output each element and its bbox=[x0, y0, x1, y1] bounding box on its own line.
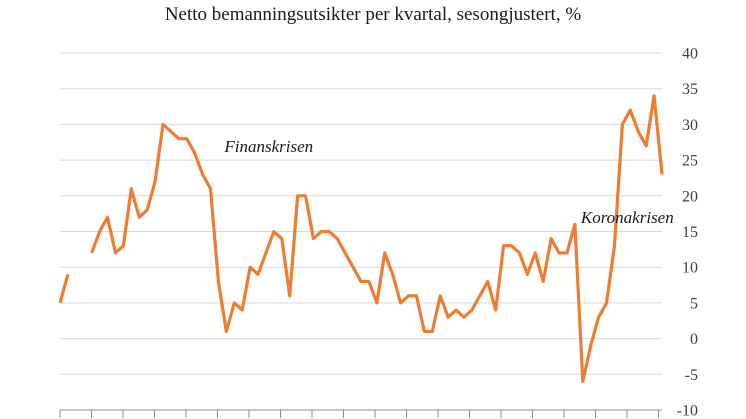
data-point bbox=[542, 280, 545, 283]
data-point bbox=[637, 130, 640, 133]
data-point bbox=[344, 251, 347, 254]
data-point bbox=[621, 123, 624, 126]
data-point bbox=[652, 94, 655, 97]
y-tick-label: 5 bbox=[690, 295, 698, 312]
y-tick-label: 35 bbox=[682, 81, 698, 98]
data-point bbox=[518, 251, 521, 254]
data-point bbox=[264, 251, 267, 254]
data-point bbox=[557, 251, 560, 254]
data-point bbox=[58, 301, 61, 304]
data-point bbox=[225, 330, 228, 333]
data-point bbox=[193, 151, 196, 154]
y-tick-label: -10 bbox=[677, 403, 698, 419]
data-point bbox=[312, 237, 315, 240]
data-point bbox=[494, 308, 497, 311]
data-point bbox=[660, 173, 663, 176]
data-point bbox=[629, 109, 632, 112]
data-point bbox=[272, 230, 275, 233]
y-tick-label: 25 bbox=[682, 153, 698, 170]
data-point bbox=[249, 266, 252, 269]
data-point bbox=[280, 237, 283, 240]
data-point bbox=[138, 216, 141, 219]
chart-title: Netto bemanningsutsikter per kvartal, se… bbox=[164, 4, 582, 25]
data-point bbox=[454, 308, 457, 311]
data-point bbox=[605, 301, 608, 304]
data-point bbox=[550, 237, 553, 240]
data-point bbox=[146, 208, 149, 211]
y-tick-label: 10 bbox=[682, 260, 698, 277]
data-point bbox=[399, 301, 402, 304]
data-point bbox=[296, 194, 299, 197]
data-point bbox=[66, 273, 69, 276]
data-point bbox=[367, 280, 370, 283]
data-point bbox=[209, 187, 212, 190]
data-point bbox=[375, 301, 378, 304]
data-point bbox=[304, 194, 307, 197]
y-tick-label: 0 bbox=[690, 331, 698, 348]
data-point bbox=[423, 330, 426, 333]
data-point bbox=[534, 251, 537, 254]
data-point bbox=[447, 316, 450, 319]
annotation-label: Finanskrisen bbox=[223, 137, 313, 156]
data-point bbox=[153, 180, 156, 183]
data-point bbox=[336, 237, 339, 240]
data-point bbox=[415, 294, 418, 297]
data-point bbox=[161, 123, 164, 126]
series-line bbox=[58, 94, 664, 384]
y-tick-label: 30 bbox=[682, 117, 698, 134]
data-point bbox=[351, 266, 354, 269]
data-point bbox=[613, 244, 616, 247]
data-point bbox=[526, 273, 529, 276]
data-point bbox=[328, 230, 331, 233]
data-point bbox=[581, 380, 584, 383]
data-point bbox=[510, 244, 513, 247]
data-point bbox=[233, 301, 236, 304]
data-point bbox=[462, 316, 465, 319]
data-point bbox=[106, 216, 109, 219]
y-tick-label: -5 bbox=[685, 367, 698, 384]
y-tick-label: 20 bbox=[682, 188, 698, 205]
data-point bbox=[645, 144, 648, 147]
data-point bbox=[502, 244, 505, 247]
data-point bbox=[383, 251, 386, 254]
data-point bbox=[407, 294, 410, 297]
data-point bbox=[359, 280, 362, 283]
data-point bbox=[90, 251, 93, 254]
data-point bbox=[201, 173, 204, 176]
data-point bbox=[320, 230, 323, 233]
data-point bbox=[486, 280, 489, 283]
y-tick-label: 40 bbox=[682, 46, 698, 63]
data-point bbox=[98, 230, 101, 233]
annotation-label: Koronakrisen bbox=[580, 208, 674, 227]
data-point bbox=[217, 280, 220, 283]
data-point bbox=[597, 316, 600, 319]
data-point bbox=[122, 244, 125, 247]
y-tick-label: 15 bbox=[682, 224, 698, 241]
data-point bbox=[130, 187, 133, 190]
data-point bbox=[565, 251, 568, 254]
data-point bbox=[391, 273, 394, 276]
data-point bbox=[177, 137, 180, 140]
data-point bbox=[478, 294, 481, 297]
data-point bbox=[114, 251, 117, 254]
data-point bbox=[169, 130, 172, 133]
data-point bbox=[439, 294, 442, 297]
data-point bbox=[241, 308, 244, 311]
data-point bbox=[470, 308, 473, 311]
data-point bbox=[589, 344, 592, 347]
data-point bbox=[431, 330, 434, 333]
data-point bbox=[256, 273, 259, 276]
data-point bbox=[185, 137, 188, 140]
data-point bbox=[573, 223, 576, 226]
data-point bbox=[288, 294, 291, 297]
